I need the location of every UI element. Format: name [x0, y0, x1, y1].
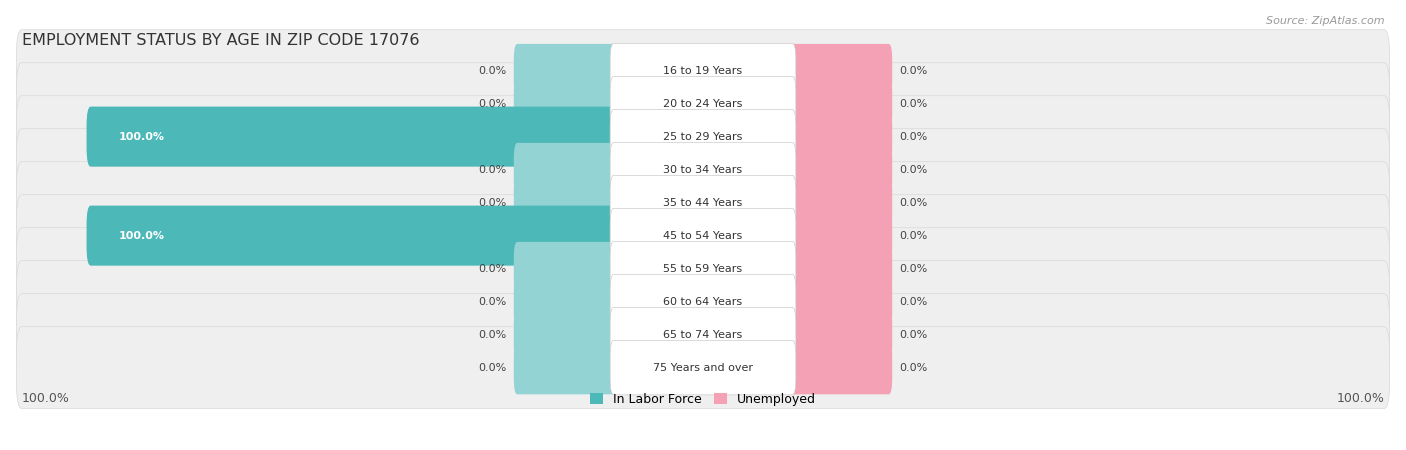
Text: 0.0%: 0.0% — [478, 329, 508, 340]
Text: 75 Years and over: 75 Years and over — [652, 363, 754, 373]
FancyBboxPatch shape — [87, 206, 617, 266]
FancyBboxPatch shape — [17, 294, 1389, 375]
FancyBboxPatch shape — [513, 308, 617, 361]
Text: 0.0%: 0.0% — [898, 99, 928, 108]
FancyBboxPatch shape — [17, 162, 1389, 243]
Text: 0.0%: 0.0% — [898, 165, 928, 175]
Text: 0.0%: 0.0% — [478, 66, 508, 76]
FancyBboxPatch shape — [610, 76, 796, 131]
Text: 0.0%: 0.0% — [898, 132, 928, 142]
Text: 25 to 29 Years: 25 to 29 Years — [664, 132, 742, 142]
FancyBboxPatch shape — [17, 195, 1389, 277]
FancyBboxPatch shape — [17, 129, 1389, 211]
Text: 0.0%: 0.0% — [898, 230, 928, 241]
FancyBboxPatch shape — [610, 274, 796, 329]
FancyBboxPatch shape — [789, 308, 893, 361]
FancyBboxPatch shape — [610, 241, 796, 296]
Text: 65 to 74 Years: 65 to 74 Years — [664, 329, 742, 340]
Text: 0.0%: 0.0% — [898, 363, 928, 373]
FancyBboxPatch shape — [513, 341, 617, 394]
FancyBboxPatch shape — [610, 109, 796, 164]
FancyBboxPatch shape — [789, 209, 893, 262]
Text: 0.0%: 0.0% — [898, 66, 928, 76]
FancyBboxPatch shape — [513, 44, 617, 97]
FancyBboxPatch shape — [513, 77, 617, 130]
FancyBboxPatch shape — [789, 110, 893, 163]
Text: 100.0%: 100.0% — [22, 392, 70, 405]
FancyBboxPatch shape — [17, 261, 1389, 342]
Text: 0.0%: 0.0% — [478, 297, 508, 306]
FancyBboxPatch shape — [789, 44, 893, 97]
FancyBboxPatch shape — [17, 228, 1389, 310]
Text: Source: ZipAtlas.com: Source: ZipAtlas.com — [1267, 16, 1385, 26]
Text: 45 to 54 Years: 45 to 54 Years — [664, 230, 742, 241]
Text: 0.0%: 0.0% — [478, 99, 508, 108]
FancyBboxPatch shape — [789, 275, 893, 328]
Text: 30 to 34 Years: 30 to 34 Years — [664, 165, 742, 175]
Text: 55 to 59 Years: 55 to 59 Years — [664, 264, 742, 274]
FancyBboxPatch shape — [87, 107, 617, 166]
Text: 16 to 19 Years: 16 to 19 Years — [664, 66, 742, 76]
Text: 100.0%: 100.0% — [1336, 392, 1384, 405]
FancyBboxPatch shape — [789, 176, 893, 230]
Text: 0.0%: 0.0% — [478, 264, 508, 274]
FancyBboxPatch shape — [513, 176, 617, 230]
FancyBboxPatch shape — [17, 96, 1389, 178]
Text: EMPLOYMENT STATUS BY AGE IN ZIP CODE 17076: EMPLOYMENT STATUS BY AGE IN ZIP CODE 170… — [22, 32, 419, 48]
Text: 0.0%: 0.0% — [898, 198, 928, 207]
Text: 100.0%: 100.0% — [118, 230, 165, 241]
FancyBboxPatch shape — [610, 307, 796, 362]
FancyBboxPatch shape — [789, 77, 893, 130]
FancyBboxPatch shape — [610, 142, 796, 197]
FancyBboxPatch shape — [610, 176, 796, 230]
FancyBboxPatch shape — [513, 242, 617, 295]
FancyBboxPatch shape — [610, 43, 796, 98]
FancyBboxPatch shape — [789, 143, 893, 196]
FancyBboxPatch shape — [17, 63, 1389, 144]
Text: 0.0%: 0.0% — [898, 329, 928, 340]
Text: 0.0%: 0.0% — [478, 198, 508, 207]
FancyBboxPatch shape — [610, 208, 796, 263]
Text: 20 to 24 Years: 20 to 24 Years — [664, 99, 742, 108]
FancyBboxPatch shape — [513, 275, 617, 328]
FancyBboxPatch shape — [789, 242, 893, 295]
Text: 0.0%: 0.0% — [478, 363, 508, 373]
FancyBboxPatch shape — [610, 340, 796, 395]
FancyBboxPatch shape — [789, 341, 893, 394]
Legend: In Labor Force, Unemployed: In Labor Force, Unemployed — [585, 388, 821, 411]
Text: 60 to 64 Years: 60 to 64 Years — [664, 297, 742, 306]
Text: 35 to 44 Years: 35 to 44 Years — [664, 198, 742, 207]
Text: 0.0%: 0.0% — [898, 264, 928, 274]
FancyBboxPatch shape — [17, 30, 1389, 112]
Text: 100.0%: 100.0% — [118, 132, 165, 142]
FancyBboxPatch shape — [17, 327, 1389, 409]
Text: 0.0%: 0.0% — [478, 165, 508, 175]
Text: 0.0%: 0.0% — [898, 297, 928, 306]
FancyBboxPatch shape — [513, 143, 617, 196]
